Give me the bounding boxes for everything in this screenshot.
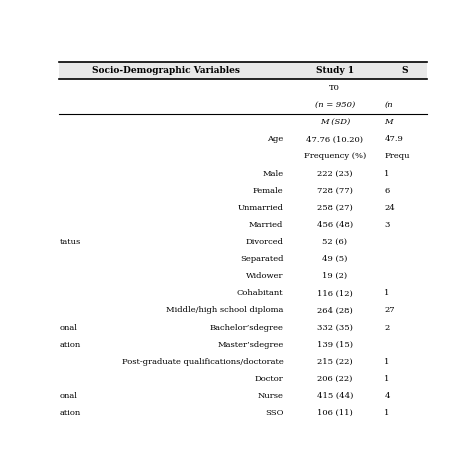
Text: Lessthan 12 months: Lessthan 12 months xyxy=(198,460,283,468)
Text: Master’sdegree: Master’sdegree xyxy=(217,341,283,349)
Text: 1: 1 xyxy=(384,170,390,178)
Text: 8: 8 xyxy=(384,460,390,468)
Text: 74 (8): 74 (8) xyxy=(322,460,347,468)
Text: (n = 950): (n = 950) xyxy=(315,101,355,109)
Text: 332 (35): 332 (35) xyxy=(317,324,353,332)
Text: 1: 1 xyxy=(384,375,390,383)
Text: Doctor: Doctor xyxy=(255,375,283,383)
Text: Divorced: Divorced xyxy=(246,238,283,246)
Text: Bachelor’sdegree: Bachelor’sdegree xyxy=(210,324,283,332)
Text: 116 (12): 116 (12) xyxy=(317,289,353,297)
Text: 215 (22): 215 (22) xyxy=(317,358,353,366)
Text: Study 1: Study 1 xyxy=(316,66,354,75)
Text: Other: Other xyxy=(259,443,283,451)
Text: 728 (77): 728 (77) xyxy=(317,187,353,195)
Text: 106 (11): 106 (11) xyxy=(317,409,353,417)
Text: Widower: Widower xyxy=(246,272,283,280)
Text: 139 (15): 139 (15) xyxy=(317,341,353,349)
Text: onal: onal xyxy=(60,392,78,400)
Text: 24: 24 xyxy=(384,204,395,212)
Text: 90 (9): 90 (9) xyxy=(322,426,347,434)
Text: 47.9: 47.9 xyxy=(384,136,403,143)
Text: tatus: tatus xyxy=(60,238,81,246)
Text: ation: ation xyxy=(60,341,81,349)
Text: Cohabitant: Cohabitant xyxy=(237,289,283,297)
Text: Unmarried: Unmarried xyxy=(237,204,283,212)
Text: SSO: SSO xyxy=(265,409,283,417)
Text: 456 (48): 456 (48) xyxy=(317,221,353,229)
Bar xyxy=(59,63,427,80)
Text: Frequency (%): Frequency (%) xyxy=(304,153,366,161)
Text: S: S xyxy=(401,66,408,75)
Text: 49 (5): 49 (5) xyxy=(322,255,347,263)
Text: Age: Age xyxy=(267,136,283,143)
Text: 8: 8 xyxy=(384,443,390,451)
Text: 1: 1 xyxy=(384,358,390,366)
Text: onal: onal xyxy=(60,324,78,332)
Text: Male: Male xyxy=(262,170,283,178)
Text: 206 (22): 206 (22) xyxy=(317,375,353,383)
Text: Socio-Demographic Variables: Socio-Demographic Variables xyxy=(92,66,240,75)
Text: 27: 27 xyxy=(384,307,395,314)
Text: M: M xyxy=(384,118,393,126)
Text: 19 (2): 19 (2) xyxy=(322,272,347,280)
Text: 4: 4 xyxy=(384,392,390,400)
Text: 1: 1 xyxy=(384,289,390,297)
Text: 3: 3 xyxy=(384,221,390,229)
Text: Nurse: Nurse xyxy=(257,392,283,400)
Text: T0: T0 xyxy=(329,84,340,92)
Text: 6: 6 xyxy=(384,187,390,195)
Text: Healthtechnician: Healthtechnician xyxy=(211,426,283,434)
Text: Separated: Separated xyxy=(240,255,283,263)
Text: Married: Married xyxy=(249,221,283,229)
Text: ation: ation xyxy=(60,409,81,417)
Text: 47.76 (10.20): 47.76 (10.20) xyxy=(306,136,363,143)
Text: 1: 1 xyxy=(384,409,390,417)
Text: 2: 2 xyxy=(384,324,390,332)
Text: 222 (23): 222 (23) xyxy=(317,170,353,178)
Text: (n: (n xyxy=(384,101,393,109)
Text: M (SD): M (SD) xyxy=(319,118,350,126)
Text: 52 (6): 52 (6) xyxy=(322,238,347,246)
Text: Frequ: Frequ xyxy=(384,153,410,161)
Text: Post-graduate qualifications/doctorate: Post-graduate qualifications/doctorate xyxy=(122,358,283,366)
Text: 415 (44): 415 (44) xyxy=(317,392,353,400)
Text: 264 (28): 264 (28) xyxy=(317,307,353,314)
Text: 133 (14): 133 (14) xyxy=(317,443,353,451)
Text: Female: Female xyxy=(253,187,283,195)
Text: 258 (27): 258 (27) xyxy=(317,204,353,212)
Text: Middle/high school diploma: Middle/high school diploma xyxy=(166,307,283,314)
